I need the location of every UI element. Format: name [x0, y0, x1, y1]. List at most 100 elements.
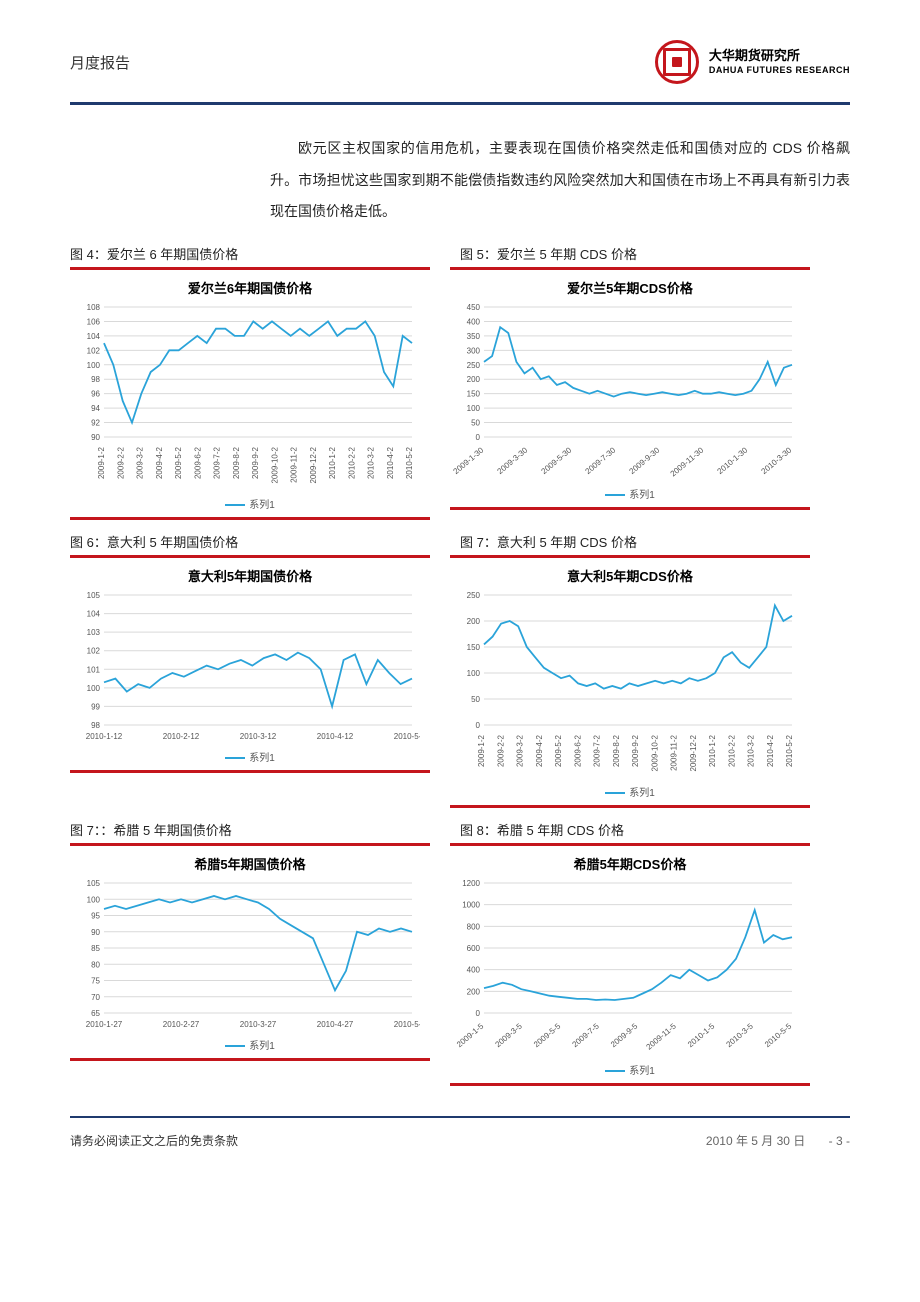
svg-text:104: 104 [87, 331, 101, 340]
fig7-caption: 图 7：意大利 5 年期 CDS 价格 [460, 532, 637, 551]
svg-text:2009-8-2: 2009-8-2 [232, 446, 241, 479]
svg-text:2010-5-5: 2010-5-5 [763, 1021, 794, 1049]
chart-legend: 系列1 [450, 1062, 810, 1077]
svg-text:2010-2-12: 2010-2-12 [163, 732, 200, 741]
svg-text:2010-5-2: 2010-5-2 [785, 734, 794, 767]
svg-text:92: 92 [91, 418, 100, 427]
svg-text:1200: 1200 [462, 879, 480, 888]
footer-page: - 3 - [829, 1134, 850, 1148]
svg-text:2010-5-2: 2010-5-2 [405, 446, 414, 479]
svg-text:2010-5-27: 2010-5-27 [394, 1020, 420, 1029]
svg-text:2009-4-2: 2009-4-2 [155, 446, 164, 479]
svg-text:70: 70 [91, 992, 100, 1001]
svg-text:2009-12-2: 2009-12-2 [309, 446, 318, 483]
svg-text:106: 106 [87, 317, 101, 326]
brand-logo-icon [655, 40, 699, 84]
chart-title: 爱尔兰6年期国债价格 [70, 278, 430, 297]
svg-text:2010-3-12: 2010-3-12 [240, 732, 277, 741]
fig6-caption: 图 6：意大利 5 年期国债价格 [70, 532, 430, 551]
svg-text:1000: 1000 [462, 900, 480, 909]
svg-text:2009-7-30: 2009-7-30 [584, 445, 618, 476]
svg-text:2010-4-2: 2010-4-2 [386, 446, 395, 479]
svg-text:2009-2-2: 2009-2-2 [496, 734, 505, 767]
svg-text:450: 450 [467, 303, 481, 312]
svg-text:2009-6-2: 2009-6-2 [193, 446, 202, 479]
svg-text:350: 350 [467, 331, 481, 340]
svg-text:2009-3-5: 2009-3-5 [493, 1021, 524, 1049]
svg-text:2010-3-2: 2010-3-2 [367, 446, 376, 479]
chart-title: 希腊5年期国债价格 [70, 854, 430, 873]
svg-text:100: 100 [467, 669, 481, 678]
svg-text:104: 104 [87, 609, 101, 618]
svg-text:2009-7-2: 2009-7-2 [593, 734, 602, 767]
brand-block: 大华期货研究所 DAHUA FUTURES RESEARCH [655, 40, 850, 84]
svg-text:600: 600 [467, 944, 481, 953]
svg-text:2009-11-30: 2009-11-30 [669, 445, 706, 478]
svg-text:2009-7-5: 2009-7-5 [570, 1021, 601, 1049]
svg-text:2009-7-2: 2009-7-2 [213, 446, 222, 479]
svg-text:2009-11-2: 2009-11-2 [670, 734, 679, 770]
svg-text:2009-4-2: 2009-4-2 [535, 734, 544, 767]
chart-title: 意大利5年期CDS价格 [450, 566, 810, 585]
svg-text:105: 105 [87, 591, 101, 600]
svg-text:2009-11-5: 2009-11-5 [645, 1021, 679, 1051]
page-footer: 请务必阅读正文之后的免责条款 2010 年 5 月 30 日 - 3 - [70, 1132, 850, 1149]
svg-text:95: 95 [91, 911, 100, 920]
svg-text:65: 65 [91, 1009, 100, 1018]
svg-text:98: 98 [91, 721, 100, 730]
page-header: 月度报告 大华期货研究所 DAHUA FUTURES RESEARCH [70, 40, 850, 84]
svg-text:2009-1-2: 2009-1-2 [97, 446, 106, 479]
svg-text:2010-3-2: 2010-3-2 [747, 734, 756, 767]
chart-legend: 系列1 [450, 486, 810, 501]
svg-text:2009-6-2: 2009-6-2 [573, 734, 582, 767]
brand-name-en: DAHUA FUTURES RESEARCH [709, 65, 850, 77]
chart-title: 爱尔兰5年期CDS价格 [450, 278, 810, 297]
svg-text:2009-9-2: 2009-9-2 [251, 446, 260, 479]
chart-title: 意大利5年期国债价格 [70, 566, 430, 585]
svg-text:98: 98 [91, 375, 100, 384]
svg-text:2009-5-2: 2009-5-2 [554, 734, 563, 767]
svg-text:2009-3-2: 2009-3-2 [136, 446, 145, 479]
brand-name-cn: 大华期货研究所 [709, 48, 850, 65]
svg-text:94: 94 [91, 404, 100, 413]
footer-date: 2010 年 5 月 30 日 [706, 1134, 805, 1148]
svg-text:2009-10-2: 2009-10-2 [650, 734, 659, 771]
svg-text:99: 99 [91, 702, 100, 711]
chart-ireland-bond: 爱尔兰6年期国债价格90929496981001021041061082009-… [70, 267, 430, 520]
chart-legend: 系列1 [70, 496, 430, 511]
chart-italy-bond: 意大利5年期国债价格98991001011021031041052010-1-1… [70, 555, 430, 773]
svg-text:150: 150 [467, 389, 481, 398]
footer-disclaimer: 请务必阅读正文之后的免责条款 [70, 1132, 238, 1149]
svg-text:0: 0 [476, 1009, 481, 1018]
svg-text:103: 103 [87, 628, 101, 637]
caption-row-3: 图 7：：希腊 5 年期国债价格 图 8：希腊 5 年期 CDS 价格 [70, 814, 850, 843]
svg-text:2009-11-2: 2009-11-2 [290, 446, 299, 482]
svg-text:300: 300 [467, 346, 481, 355]
svg-text:2009-1-30: 2009-1-30 [452, 445, 486, 476]
svg-text:2009-10-2: 2009-10-2 [270, 446, 279, 483]
chart-ireland-cds: 爱尔兰5年期CDS价格05010015020025030035040045020… [450, 267, 810, 510]
svg-text:100: 100 [87, 683, 101, 692]
svg-text:2010-4-2: 2010-4-2 [766, 734, 775, 767]
svg-text:2009-1-2: 2009-1-2 [477, 734, 486, 767]
header-rule [70, 102, 850, 105]
svg-text:2010-1-12: 2010-1-12 [86, 732, 123, 741]
svg-text:75: 75 [91, 976, 100, 985]
svg-text:2009-9-2: 2009-9-2 [631, 734, 640, 767]
svg-text:2009-5-5: 2009-5-5 [532, 1021, 563, 1049]
svg-text:2010-2-2: 2010-2-2 [347, 446, 356, 479]
svg-text:200: 200 [467, 987, 481, 996]
svg-text:2009-5-2: 2009-5-2 [174, 446, 183, 479]
svg-text:2010-1-27: 2010-1-27 [86, 1020, 123, 1029]
svg-text:2010-3-30: 2010-3-30 [760, 445, 794, 476]
svg-text:101: 101 [87, 665, 101, 674]
svg-text:2010-5-12: 2010-5-12 [394, 732, 420, 741]
chart-legend: 系列1 [70, 1037, 430, 1052]
chart-title: 希腊5年期CDS价格 [450, 854, 810, 873]
svg-text:2010-2-2: 2010-2-2 [727, 734, 736, 767]
chart-greece-bond: 希腊5年期国债价格657075808590951001052010-1-2720… [70, 843, 430, 1061]
svg-text:100: 100 [467, 404, 481, 413]
svg-text:800: 800 [467, 922, 481, 931]
svg-text:105: 105 [87, 879, 101, 888]
svg-text:2009-5-30: 2009-5-30 [540, 445, 574, 476]
